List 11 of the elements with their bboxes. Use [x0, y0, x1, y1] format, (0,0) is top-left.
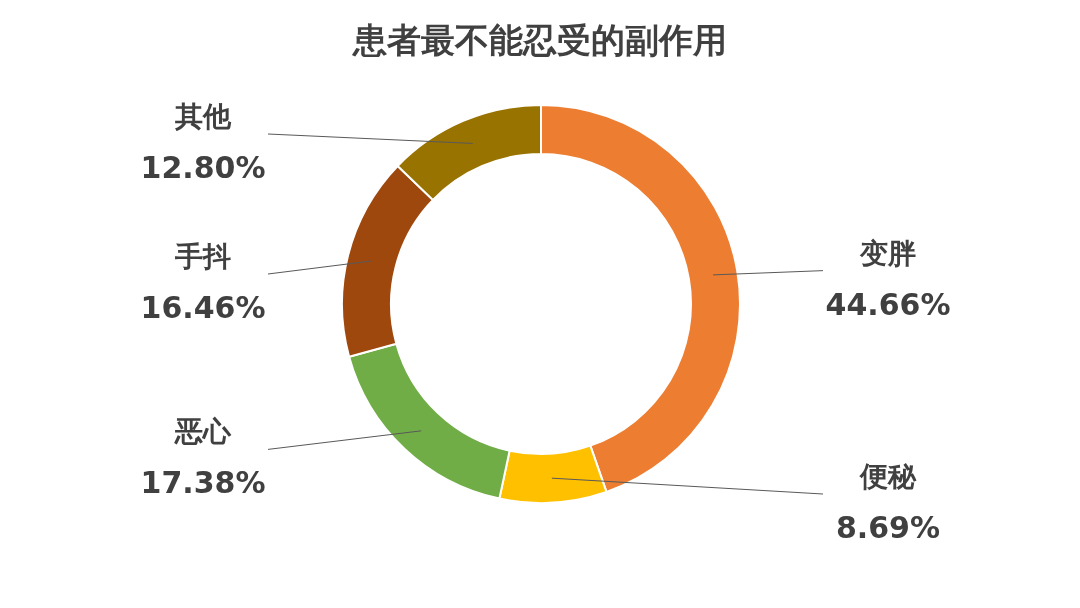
slice-label: 其他	[174, 100, 232, 133]
data-label: 17.38%	[140, 465, 266, 501]
data-label: 8.69%	[835, 510, 941, 545]
data-label: 16.46%	[140, 290, 266, 325]
slice-label: 手抖	[174, 240, 231, 273]
chart-title: 患者最不能忍受的副作用	[351, 20, 727, 60]
slice-label: 变胖	[859, 236, 916, 270]
data-label: 12.80%	[140, 150, 266, 185]
data-label: 44.66%	[825, 286, 951, 322]
slice-label: 便秘	[859, 460, 917, 493]
slice-label: 恶心	[174, 415, 232, 449]
